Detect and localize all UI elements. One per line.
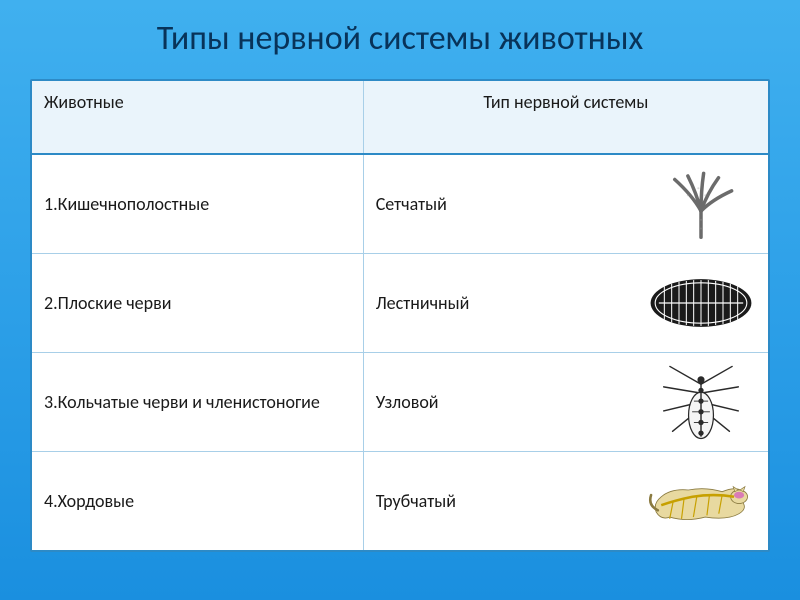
cell-animal: 4.Хордовые (32, 452, 363, 551)
nervous-system-table: Животные Тип нервной системы 1.Кишечнопо… (30, 79, 770, 552)
cell-type: Сетчатый (363, 154, 768, 254)
type-label: Лестничный (376, 292, 470, 314)
cell-animal: 1.Кишечнополостные (32, 154, 363, 254)
table-row: 2.Плоские черви Лестничный (32, 254, 768, 353)
slide-title: Типы нервной системы животных (30, 10, 770, 79)
header-animals: Животные (32, 81, 363, 154)
table-row: 3.Кольчатые черви и членистоногие Узлово… (32, 353, 768, 452)
cell-type: Лестничный (363, 254, 768, 353)
header-type: Тип нервной системы (363, 81, 768, 154)
slide: Типы нервной системы животных Животные Т… (0, 0, 800, 600)
table-row: 4.Хордовые Трубчатый (32, 452, 768, 551)
type-label: Узловой (376, 391, 439, 413)
table-row: 1.Кишечнополостные Сетчатый (32, 154, 768, 254)
flatworm-icon (646, 268, 756, 338)
cell-animal: 3.Кольчатые черви и членистоногие (32, 353, 363, 452)
cell-type: Трубчатый (363, 452, 768, 551)
type-label: Сетчатый (376, 193, 447, 215)
cell-type: Узловой (363, 353, 768, 452)
arthropod-icon (646, 367, 756, 437)
cell-animal: 2.Плоские черви (32, 254, 363, 353)
type-label: Трубчатый (376, 490, 456, 512)
chordate-icon (646, 466, 756, 536)
hydra-icon (646, 169, 756, 239)
